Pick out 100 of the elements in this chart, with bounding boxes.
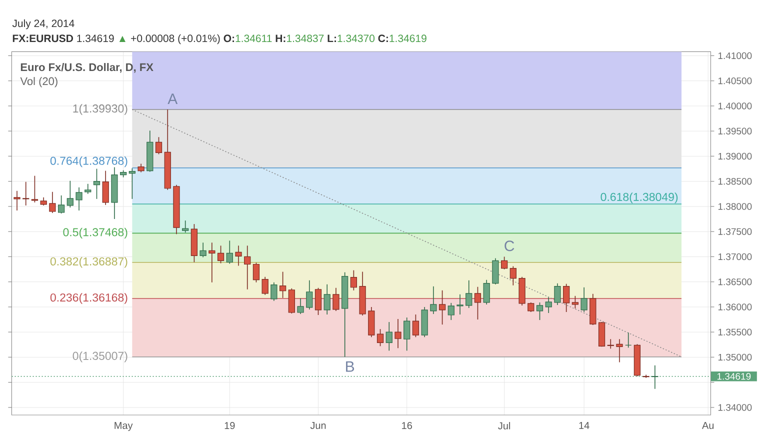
candlestick [430,286,437,314]
candlestick [563,283,570,312]
candlestick [66,180,74,208]
candlestick [226,240,233,264]
candlestick [208,242,216,283]
ref-line-label: 0.764(1.38768) [50,156,128,168]
text: 1.34619 [390,34,426,42]
text: FX:EURUSD [12,34,74,42]
candlestick [492,258,499,285]
candlestick [314,287,322,316]
candlestick [394,318,402,349]
annotation: C [504,240,514,252]
ref-line-label: 1(1.39930) [73,104,128,115]
x-tick-label: Jul [498,422,510,430]
candlestick [217,245,224,264]
text: L: [328,34,336,42]
candlestick [350,270,357,291]
y-tick-label: 1.34000 [718,404,752,411]
x-tick-label: 16 [402,422,412,430]
y-tick-label: 1.38500 [718,178,752,185]
candlestick [200,242,206,258]
candlestick [474,286,482,320]
y-tick-label: 1.37500 [718,228,752,235]
candlestick [554,282,561,306]
x-tick-label: Jun [310,422,326,429]
candlestick [262,276,268,296]
candlestick [288,288,295,314]
candlestick [297,298,304,314]
text: 1.34370 [338,34,375,42]
candlestick [438,290,446,325]
candlestick [306,280,313,310]
candlestick [324,284,330,315]
y-tick-label: 1.39000 [718,152,752,160]
text: C: [378,34,388,42]
candlestick [155,136,162,155]
y-tick-label: 1.39500 [718,128,752,134]
y-tick-label: 1.36000 [718,304,752,310]
text: 1.34619 [77,34,114,42]
y-tick-label: 1.40000 [718,102,752,110]
candlestick [510,266,516,286]
candlestick [270,282,278,302]
candlestick [84,183,92,194]
candlestick [128,168,136,200]
candlestick [252,262,260,283]
candlestick [466,280,472,308]
candlestick [616,338,623,363]
candlestick [412,314,420,338]
candlestick [332,287,340,312]
y-tick-label: 1.35000 [718,354,752,361]
y-tick-label: 1.36500 [718,278,752,286]
candlestick [93,168,100,200]
candlestick [102,170,109,206]
candlestick [404,317,410,352]
y-tick-label: 1.35500 [718,328,752,336]
ref-line-label: 0.236(1.36168) [50,293,128,304]
ref-line-label: 0.5(1.37468) [63,228,128,239]
text: H: [276,34,286,42]
ref-line-label: 0.382(1.36887) [50,257,128,268]
text: ▲ [119,36,126,42]
text: +0.00008 (+0.01%) [131,34,220,44]
text: July 24, 2014 [12,19,74,30]
text: 1.34611 [236,34,272,42]
candlestick [448,302,454,320]
y-tick-label: 1.41000 [718,52,752,60]
candlestick [652,365,658,390]
candlestick [235,245,242,266]
candlestick [528,302,534,312]
candlestick [31,175,38,203]
ref-line-label: 0.618(1.38049) [600,192,678,204]
candlestick [625,332,632,348]
candlestick [244,245,251,290]
x-tick-label: Au [702,422,714,429]
candlestick [456,294,464,315]
candlestick [607,338,614,350]
candlestick [536,302,544,320]
text: Euro Fx/U.S. Dollar, D, FX [20,63,154,73]
text: O: [224,34,234,42]
annotation: A [168,94,178,104]
text: 1.34837 [287,34,324,42]
y-tick-label: 1.38000 [718,203,752,210]
candlestick [483,279,490,305]
ref-line-label: 0(1.35007) [72,352,128,362]
candlestick [76,186,82,211]
x-tick-label: May [114,422,133,431]
candlestick [580,286,588,312]
y-tick-label: 1.37000 [718,253,752,260]
candlestick [182,220,189,233]
candlestick [386,322,392,352]
x-tick-label: 14 [579,422,590,429]
candlestick [49,191,56,214]
candlestick [22,181,30,206]
candlestick [279,271,286,298]
candlestick [14,190,20,211]
candlestick [572,296,579,309]
annotation: B [346,361,354,372]
annotation: Vol (20) [20,77,58,88]
candlestick [376,328,384,347]
candlestick [58,195,65,214]
x-tick-label: 19 [224,422,235,430]
y-tick-label: 1.40500 [718,77,752,84]
